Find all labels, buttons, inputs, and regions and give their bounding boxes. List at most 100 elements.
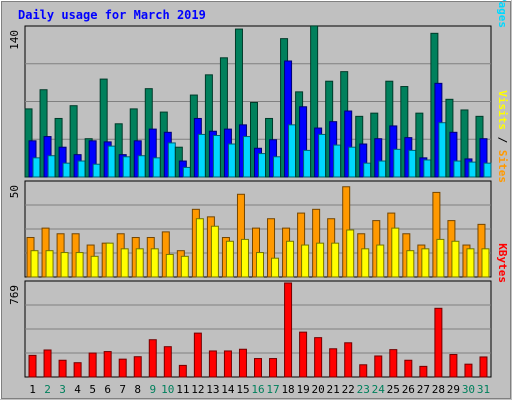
bar-sites-day-27 bbox=[421, 248, 430, 278]
day-label-3: 3 bbox=[59, 383, 66, 396]
y-max-label: 140 bbox=[8, 30, 21, 50]
bar-kbytes-day-21 bbox=[329, 348, 338, 378]
day-label-6: 6 bbox=[104, 383, 111, 396]
bar-sites-day-9 bbox=[150, 248, 159, 278]
day-label-24: 24 bbox=[372, 383, 386, 396]
bar-kbytes-day-11 bbox=[178, 364, 187, 378]
bar-kbytes-day-20 bbox=[314, 337, 323, 378]
bar-sites-day-11 bbox=[180, 255, 189, 278]
series-axis-label-part: KBytes bbox=[496, 243, 509, 283]
bar-sites-day-7 bbox=[120, 248, 129, 278]
bar-kbytes-day-5 bbox=[88, 352, 97, 378]
bar-pages-day-12 bbox=[197, 133, 206, 178]
bar-kbytes-day-30 bbox=[464, 363, 473, 378]
bar-kbytes-day-24 bbox=[374, 355, 383, 378]
bar-pages-day-18 bbox=[288, 124, 297, 178]
bar-kbytes-day-4 bbox=[73, 362, 82, 378]
chart-title: Daily usage for March 2019 bbox=[18, 8, 206, 22]
bar-pages-day-13 bbox=[212, 134, 221, 178]
day-label-12: 12 bbox=[191, 383, 204, 396]
bar-sites-day-4 bbox=[75, 252, 84, 278]
bar-sites-day-3 bbox=[60, 252, 69, 278]
bar-pages-day-2 bbox=[47, 155, 56, 178]
bar-sites-day-23 bbox=[361, 248, 370, 278]
bar-pages-day-16 bbox=[258, 153, 266, 178]
bar-kbytes-day-1 bbox=[28, 354, 37, 378]
bar-pages-day-28 bbox=[438, 122, 447, 178]
bar-pages-day-22 bbox=[348, 146, 357, 178]
panel-3: 769 KBytes bbox=[8, 243, 509, 378]
day-label-13: 13 bbox=[206, 383, 219, 396]
bar-sites-day-19 bbox=[301, 244, 310, 278]
bar-pages-day-7 bbox=[122, 156, 131, 178]
y-max-label: 50 bbox=[8, 185, 21, 198]
y-max-label: 769 bbox=[8, 285, 21, 305]
bar-sites-day-6 bbox=[105, 242, 114, 278]
bar-pages-day-17 bbox=[273, 156, 282, 178]
series-axis-label-part: Sites bbox=[496, 150, 509, 183]
bar-pages-day-15 bbox=[242, 136, 251, 178]
bar-sites-day-14 bbox=[225, 240, 234, 278]
bar-pages-day-9 bbox=[152, 157, 161, 178]
day-label-19: 19 bbox=[296, 383, 309, 396]
day-label-11: 11 bbox=[176, 383, 189, 396]
bar-kbytes-day-16 bbox=[254, 358, 262, 378]
bar-kbytes-day-2 bbox=[43, 349, 52, 378]
bar-sites-day-15 bbox=[240, 238, 249, 278]
bar-kbytes-day-10 bbox=[163, 346, 172, 378]
bar-pages-day-5 bbox=[92, 163, 101, 178]
bar-sites-day-31 bbox=[481, 248, 490, 278]
bar-pages-day-29 bbox=[453, 160, 462, 178]
bar-sites-day-24 bbox=[376, 244, 385, 278]
bar-pages-day-14 bbox=[227, 143, 236, 178]
panel-1: 140 Hits / Files / Pages bbox=[8, 0, 509, 178]
bar-pages-day-27 bbox=[423, 159, 432, 178]
bar-sites-day-25 bbox=[391, 227, 400, 278]
bar-kbytes-day-22 bbox=[344, 342, 353, 378]
day-label-5: 5 bbox=[89, 383, 96, 396]
bar-kbytes-day-7 bbox=[118, 358, 127, 378]
bar-pages-day-24 bbox=[378, 160, 387, 178]
day-label-14: 14 bbox=[221, 383, 235, 396]
bar-kbytes-day-3 bbox=[58, 359, 67, 378]
bar-sites-day-1 bbox=[30, 250, 39, 278]
day-label-26: 26 bbox=[402, 383, 415, 396]
day-label-31: 31 bbox=[477, 383, 490, 396]
chart-panels: 140 Hits / Files / Pages 50 Visits / Sites 7… bbox=[8, 0, 509, 378]
bar-kbytes-day-23 bbox=[359, 364, 368, 378]
bar-sites-day-12 bbox=[195, 218, 204, 278]
bar-sites-day-10 bbox=[165, 253, 174, 278]
bar-kbytes-day-28 bbox=[434, 307, 443, 378]
day-label-30: 30 bbox=[462, 383, 475, 396]
bar-kbytes-day-27 bbox=[419, 365, 428, 378]
series-axis-label: KBytes bbox=[496, 243, 509, 283]
day-label-16: 16 bbox=[251, 383, 264, 396]
bar-kbytes-day-31 bbox=[479, 356, 488, 378]
day-label-1: 1 bbox=[29, 383, 36, 396]
bar-kbytes-day-8 bbox=[133, 356, 142, 378]
day-label-9: 9 bbox=[149, 383, 156, 396]
bar-kbytes-day-14 bbox=[223, 350, 232, 378]
day-label-18: 18 bbox=[281, 383, 294, 396]
day-label-17: 17 bbox=[266, 383, 279, 396]
bar-sites-day-22 bbox=[346, 229, 355, 278]
day-label-15: 15 bbox=[236, 383, 249, 396]
bar-sites-day-18 bbox=[286, 240, 295, 278]
bar-kbytes-day-6 bbox=[103, 351, 112, 378]
day-label-29: 29 bbox=[447, 383, 460, 396]
bar-kbytes-day-29 bbox=[449, 354, 458, 378]
bar-pages-day-19 bbox=[303, 149, 312, 178]
day-label-28: 28 bbox=[432, 383, 445, 396]
series-axis-label: Visits / Sites bbox=[496, 90, 509, 183]
day-label-25: 25 bbox=[387, 383, 400, 396]
bar-pages-day-6 bbox=[107, 145, 116, 178]
day-labels: 1 2 3 4 5 6 7 8 9 10 11 12 13 14 15 16 17 18 19 20 21 22 23 24 2… bbox=[29, 383, 490, 396]
day-label-27: 27 bbox=[417, 383, 430, 396]
bar-pages-day-1 bbox=[32, 157, 41, 178]
day-label-4: 4 bbox=[74, 383, 81, 396]
series-axis-label: Hits / Files / Pages bbox=[496, 0, 509, 28]
bar-kbytes-day-26 bbox=[404, 359, 413, 378]
bar-pages-day-11 bbox=[182, 166, 191, 178]
